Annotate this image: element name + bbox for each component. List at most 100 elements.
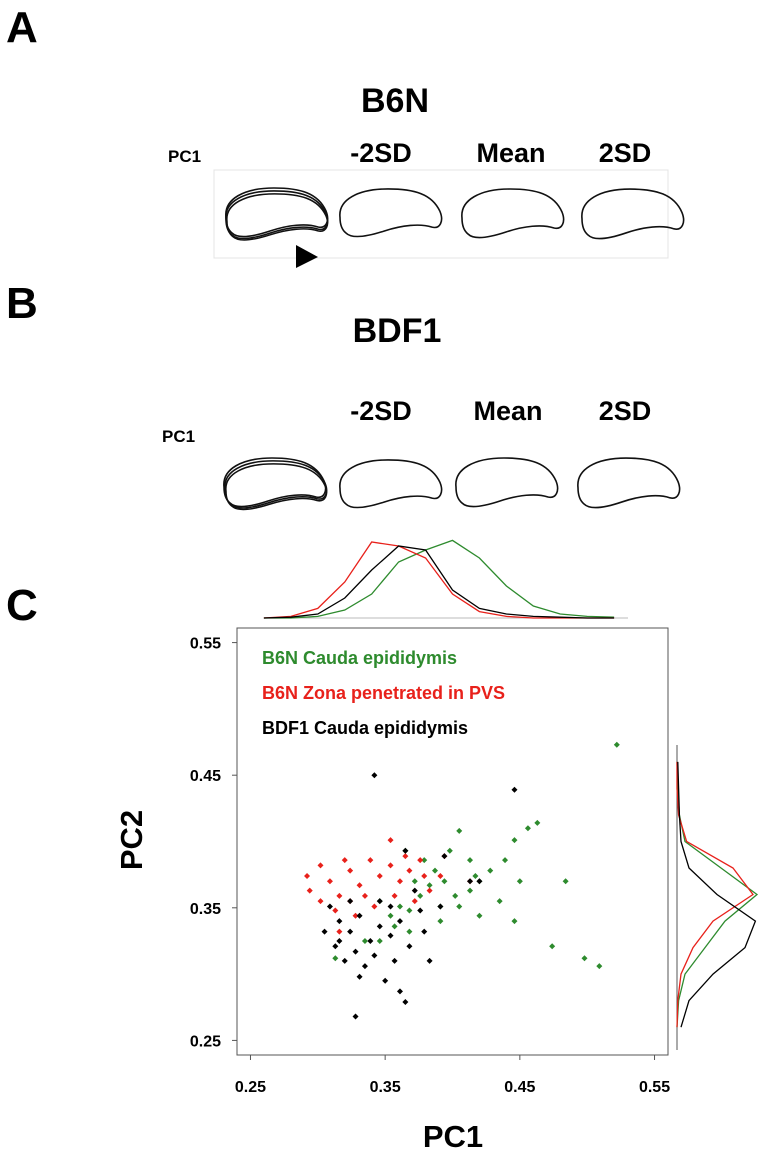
point xyxy=(417,892,424,899)
point xyxy=(581,955,588,962)
point xyxy=(382,977,389,984)
point xyxy=(396,988,403,995)
point xyxy=(336,892,343,899)
point xyxy=(411,878,418,885)
point xyxy=(387,862,394,869)
point xyxy=(336,937,343,944)
point xyxy=(596,963,603,970)
point xyxy=(421,872,428,879)
point xyxy=(347,928,354,935)
point xyxy=(446,847,453,854)
point xyxy=(371,952,378,959)
point xyxy=(376,872,383,879)
point xyxy=(467,887,474,894)
point xyxy=(367,857,374,864)
point xyxy=(376,923,383,930)
point xyxy=(476,878,483,885)
point xyxy=(321,928,328,935)
point xyxy=(472,872,479,879)
point xyxy=(441,878,448,885)
arrowhead xyxy=(296,245,318,268)
y-axis-label: PC2 xyxy=(114,810,149,870)
point xyxy=(534,819,541,826)
point xyxy=(317,862,324,869)
shape xyxy=(461,188,565,239)
point xyxy=(406,928,413,935)
panel-label: C xyxy=(6,581,38,630)
point xyxy=(332,943,339,950)
point xyxy=(411,898,418,905)
panel-label: B xyxy=(6,279,38,328)
y-tick-label: 0.35 xyxy=(190,901,221,918)
point xyxy=(516,878,523,885)
panel-title: B6N xyxy=(361,82,429,120)
point xyxy=(326,903,333,910)
point xyxy=(441,853,448,860)
point xyxy=(352,1013,359,1020)
point xyxy=(371,903,378,910)
y-tick-label: 0.25 xyxy=(190,1033,221,1050)
point xyxy=(396,918,403,925)
point xyxy=(431,867,438,874)
y-tick-label: 0.45 xyxy=(190,768,221,785)
point xyxy=(452,892,459,899)
point xyxy=(613,741,620,748)
x-axis-label: PC1 xyxy=(423,1119,483,1153)
point xyxy=(524,825,531,832)
row-label: PC1 xyxy=(168,147,201,166)
point xyxy=(376,898,383,905)
point xyxy=(437,903,444,910)
point xyxy=(406,867,413,874)
point xyxy=(406,907,413,914)
point xyxy=(387,932,394,939)
point xyxy=(332,955,339,962)
point xyxy=(476,912,483,919)
point xyxy=(467,878,474,885)
point xyxy=(402,847,409,854)
point xyxy=(391,892,398,899)
x-tick-label: 0.45 xyxy=(504,1079,535,1096)
legend-entry: B6N Zona penetrated in PVS xyxy=(262,683,505,703)
point xyxy=(511,837,518,844)
y-tick-label: 0.55 xyxy=(190,636,221,653)
point xyxy=(361,892,368,899)
legend-entry: B6N Cauda epididymis xyxy=(262,648,457,668)
point xyxy=(341,957,348,964)
point xyxy=(456,903,463,910)
point xyxy=(549,943,556,950)
x-tick-label: 0.55 xyxy=(639,1079,670,1096)
point xyxy=(336,918,343,925)
point xyxy=(411,887,418,894)
point xyxy=(396,903,403,910)
point xyxy=(352,948,359,955)
point xyxy=(487,867,494,874)
x-density xyxy=(263,541,615,619)
point xyxy=(336,928,343,935)
point xyxy=(304,872,311,879)
point xyxy=(417,907,424,914)
point xyxy=(341,857,348,864)
point xyxy=(361,963,368,970)
point xyxy=(426,882,433,889)
overlay-shape xyxy=(225,187,329,241)
point xyxy=(511,918,518,925)
panel-title: BDF1 xyxy=(353,312,442,350)
x-density xyxy=(263,545,615,619)
legend-entry: BDF1 Cauda epididymis xyxy=(262,718,468,738)
point xyxy=(421,857,428,864)
point xyxy=(406,943,413,950)
shape xyxy=(577,457,681,509)
point xyxy=(437,918,444,925)
point xyxy=(511,786,518,793)
x-tick-label: 0.35 xyxy=(370,1079,401,1096)
column-label: 2SD xyxy=(599,396,652,426)
point xyxy=(332,907,339,914)
overlay-shape xyxy=(223,457,328,511)
point xyxy=(356,912,363,919)
point xyxy=(402,853,409,860)
point xyxy=(426,957,433,964)
point xyxy=(387,837,394,844)
column-label: -2SD xyxy=(350,138,412,168)
point xyxy=(347,898,354,905)
